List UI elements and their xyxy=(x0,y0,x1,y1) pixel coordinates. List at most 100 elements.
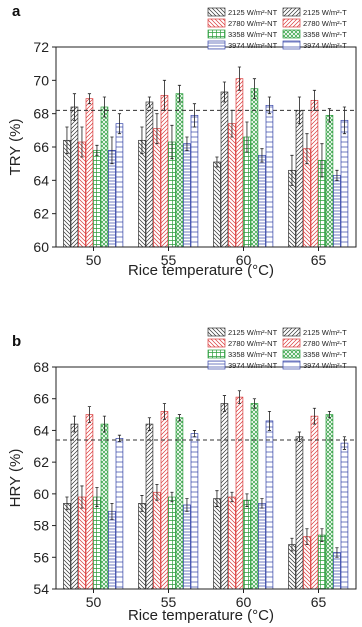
error-bar xyxy=(95,144,99,156)
bar-2125-W-m-NT-60 xyxy=(213,498,221,590)
bar-3974-W-m-T-50 xyxy=(115,123,124,248)
legend-swatch xyxy=(207,360,226,370)
bar-2125-W-m-T-65 xyxy=(295,109,304,248)
bar-2780-W-m-T-55 xyxy=(160,411,169,590)
bar-2780-W-m-T-50 xyxy=(85,414,94,590)
error-bar xyxy=(117,434,122,442)
error-bar xyxy=(72,415,77,433)
bar-2125-W-m-NT-50 xyxy=(63,503,71,590)
x-tick-label: 65 xyxy=(311,594,327,610)
legend-label: 3358 W/m²-NT xyxy=(228,30,278,39)
legend-label: 3974 W/m²-NT xyxy=(228,361,278,370)
legend-swatch xyxy=(207,7,226,17)
x-tick-label: 65 xyxy=(311,252,327,268)
x-tick-label: 55 xyxy=(161,252,177,268)
legend-swatch xyxy=(282,327,301,337)
y-tick-label: 70 xyxy=(33,72,49,88)
bar-3974-W-m-NT-55 xyxy=(183,143,191,248)
error-bar xyxy=(267,411,272,431)
legend-swatch xyxy=(207,338,226,348)
legend-label: 2780 W/m²-NT xyxy=(228,339,278,348)
x-axis-label: Rice temperature (°C) xyxy=(128,607,274,624)
error-bar xyxy=(110,136,114,165)
bar-3974-W-m-T-60 xyxy=(265,420,274,590)
bar-3974-W-m-T-55 xyxy=(190,114,199,248)
y-tick-label: 62 xyxy=(33,454,49,470)
y-tick-label: 64 xyxy=(33,422,49,438)
y-tick-label: 54 xyxy=(33,581,49,597)
error-bar xyxy=(117,113,122,135)
bar-3358-W-m-NT-60 xyxy=(243,499,251,590)
legend-label: 3358 W/m²-T xyxy=(303,30,347,39)
bar-2125-W-m-T-60 xyxy=(220,91,229,248)
error-bar xyxy=(237,66,242,91)
error-bar xyxy=(192,430,197,438)
legend-swatch xyxy=(207,349,226,359)
panel-label: a xyxy=(12,3,21,20)
bar-3974-W-m-T-65 xyxy=(340,442,349,590)
legend-swatch xyxy=(282,338,301,348)
bar-3974-W-m-NT-65 xyxy=(333,552,341,590)
error-bar xyxy=(252,398,257,409)
error-bar xyxy=(290,537,294,552)
error-bar xyxy=(305,528,309,545)
error-bar xyxy=(102,96,107,118)
error-bar xyxy=(155,113,159,145)
error-bar xyxy=(177,414,182,422)
error-bar xyxy=(185,136,189,151)
bar-2125-W-m-T-55 xyxy=(145,101,154,248)
error-bar xyxy=(140,126,144,155)
bar-3358-W-m-T-60 xyxy=(250,88,259,248)
bar-2125-W-m-NT-55 xyxy=(138,503,146,590)
bar-3974-W-m-NT-55 xyxy=(183,504,191,590)
error-bar xyxy=(140,495,144,512)
bar-3358-W-m-T-55 xyxy=(175,417,184,590)
bar-2125-W-m-T-55 xyxy=(145,423,154,590)
y-axis-label: HRY (%) xyxy=(7,449,24,508)
bar-2780-W-m-T-65 xyxy=(310,415,319,590)
bar-2125-W-m-NT-50 xyxy=(63,139,71,248)
error-bar xyxy=(177,84,182,103)
bar-2780-W-m-T-65 xyxy=(310,99,319,248)
error-bar xyxy=(305,133,309,165)
bar-3358-W-m-T-60 xyxy=(250,403,259,590)
error-bar xyxy=(297,96,302,125)
error-bar xyxy=(320,528,324,542)
legend-label: 3974 W/m²-T xyxy=(303,41,347,50)
bar-3358-W-m-NT-50 xyxy=(93,496,101,590)
error-bar xyxy=(80,485,84,509)
error-bar xyxy=(320,143,324,178)
y-tick-label: 56 xyxy=(33,549,49,565)
error-bar xyxy=(147,417,152,431)
bar-2780-W-m-NT-55 xyxy=(153,491,161,590)
y-tick-label: 64 xyxy=(33,172,49,188)
error-bar xyxy=(335,547,339,558)
legend-swatch xyxy=(282,360,301,370)
error-bar xyxy=(185,498,189,512)
bar-2780-W-m-NT-50 xyxy=(78,141,86,248)
bar-2125-W-m-T-65 xyxy=(295,436,304,590)
legend-swatch xyxy=(282,29,301,39)
error-bar xyxy=(102,415,107,433)
x-tick-label: 60 xyxy=(236,594,252,610)
x-tick-label: 50 xyxy=(86,594,102,610)
bar-3358-W-m-T-65 xyxy=(325,114,334,248)
bar-2125-W-m-T-60 xyxy=(220,403,229,590)
error-bar xyxy=(297,431,302,442)
bar-3974-W-m-T-65 xyxy=(340,119,349,248)
error-bar xyxy=(170,491,174,503)
legend-swatch xyxy=(282,7,301,17)
error-bar xyxy=(267,96,272,115)
error-bar xyxy=(237,390,242,404)
error-bar xyxy=(80,126,84,158)
bar-3358-W-m-T-50 xyxy=(100,106,109,248)
error-bar xyxy=(342,436,347,450)
bar-2780-W-m-NT-55 xyxy=(153,128,161,248)
legend-label: 3974 W/m²-NT xyxy=(228,41,278,50)
legend-swatch xyxy=(207,40,226,50)
legend-label: 2125 W/m²-T xyxy=(303,328,347,337)
legend-label: 2125 W/m²-T xyxy=(303,8,347,17)
y-tick-label: 60 xyxy=(33,239,49,255)
plot-frame xyxy=(55,366,357,590)
